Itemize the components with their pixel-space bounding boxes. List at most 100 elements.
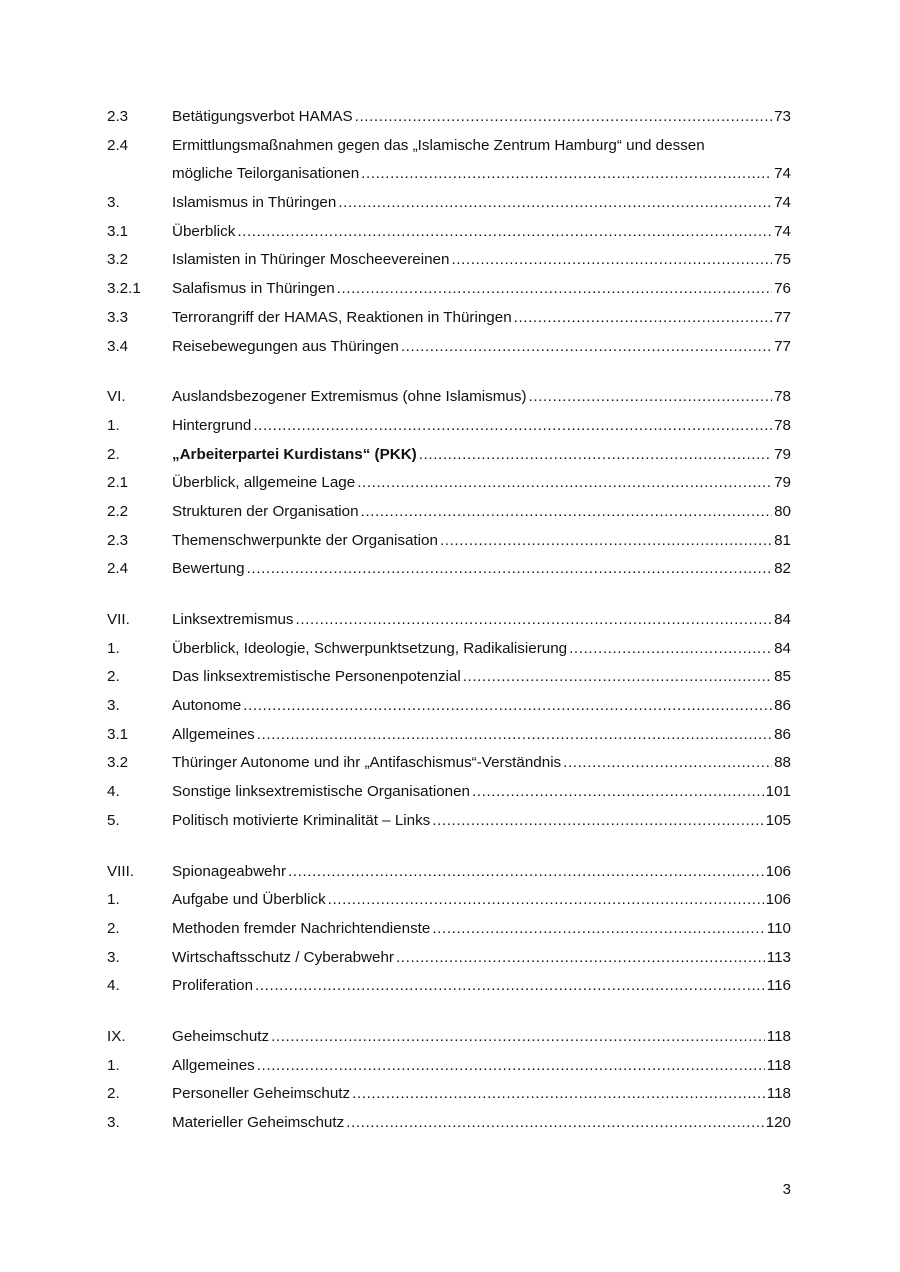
toc-entry[interactable]: 3.1 Allgemeines 86 xyxy=(107,721,791,750)
toc-entry[interactable]: 2. Das linksextremistische Personenpotenz… xyxy=(107,663,791,692)
entry-page: 75 xyxy=(774,251,791,269)
entry-page: 101 xyxy=(765,783,791,801)
entry-title: Methoden fremder Nachrichtendienste xyxy=(172,919,431,937)
dot-leader xyxy=(472,778,764,807)
entry-title: Allgemeines xyxy=(172,725,255,743)
dot-leader xyxy=(401,333,772,362)
toc-entry[interactable]: 5. Politisch motivierte Kriminalität – Li… xyxy=(107,807,791,836)
dot-leader xyxy=(257,721,772,750)
toc-entry[interactable]: 2.1 Überblick, allgemeine Lage 79 xyxy=(107,469,791,498)
entry-page: 120 xyxy=(765,1114,791,1131)
toc-entry[interactable]: 2.3 Themenschwerpunkte der Organisation 81 xyxy=(107,527,791,556)
toc-entry[interactable]: VI. Auslandsbezogener Extremismus (ohne I… xyxy=(107,383,791,412)
entry-number: 2. xyxy=(107,919,120,937)
toc-entry[interactable]: VII. Linksextremismus 84 xyxy=(107,606,791,635)
toc-entry[interactable]: 3. Islamismus in Thüringen 74 xyxy=(107,189,791,218)
toc-entry[interactable]: 4. Sonstige linksextremistische Organisat… xyxy=(107,778,791,807)
entry-page: 78 xyxy=(774,416,791,434)
page-number: 3 xyxy=(782,1181,791,1198)
table-of-contents: 2.3 Betätigungsverbot HAMAS 73 2.4 Ermittlun… xyxy=(107,103,791,1160)
entry-title: Strukturen der Organisation xyxy=(172,502,359,520)
toc-entry[interactable]: 3.3 Terrorangriff der HAMAS, Reaktionen i… xyxy=(107,304,791,333)
toc-entry-continuation[interactable]: mögliche Teilorganisationen 74 xyxy=(107,160,791,189)
toc-entry[interactable]: 1. Aufgabe und Überblick 106 xyxy=(107,886,791,915)
entry-title: Ermittlungsmaßnahmen gegen das „Islamisc… xyxy=(172,136,705,154)
toc-entry[interactable]: 2. Personeller Geheimschutz 118 xyxy=(107,1080,791,1109)
entry-number: 1. xyxy=(107,891,120,909)
toc-entry[interactable]: 3.2 Islamisten in Thüringer Moscheeverein… xyxy=(107,246,791,275)
toc-entry[interactable]: 3.2.1 Salafismus in Thüringen 76 xyxy=(107,275,791,304)
toc-entry[interactable]: 1. Überblick, Ideologie, Schwerpunktsetzu… xyxy=(107,635,791,664)
entry-page: 118 xyxy=(766,1056,791,1074)
entry-title: Überblick, allgemeine Lage xyxy=(172,474,356,492)
toc-entry[interactable]: 3. Materieller Geheimschutz 120 xyxy=(107,1109,791,1138)
toc-entry[interactable]: 3. Autonome 86 xyxy=(107,692,791,721)
entry-title: Linksextremismus xyxy=(172,611,294,628)
entry-page: 82 xyxy=(774,560,791,578)
entry-number: 4. xyxy=(107,783,120,801)
dot-leader xyxy=(432,807,763,836)
toc-entry[interactable]: 2.3 Betätigungsverbot HAMAS 73 xyxy=(107,103,791,132)
toc-entry[interactable]: 3.1 Überblick 74 xyxy=(107,218,791,247)
toc-entry[interactable]: IX. Geheimschutz 118 xyxy=(107,1023,791,1052)
entry-number: 2.4 xyxy=(107,560,129,578)
toc-section: VIII. Spionageabwehr 106 1. Aufgabe und Über… xyxy=(107,858,791,1001)
entry-number: 1. xyxy=(107,416,120,434)
dot-leader xyxy=(396,944,765,973)
entry-title: Aufgabe und Überblick xyxy=(172,891,326,909)
toc-entry[interactable]: 2.4 Bewertung 82 xyxy=(107,555,791,584)
dot-leader xyxy=(237,218,772,247)
entry-page: 105 xyxy=(765,811,791,829)
toc-entry[interactable]: VIII. Spionageabwehr 106 xyxy=(107,858,791,887)
toc-entry[interactable]: 2. „Arbeiterpartei Kurdistans“ (PKK) 79 xyxy=(107,441,791,470)
dot-leader xyxy=(271,1023,765,1052)
toc-entry[interactable]: 2. Methoden fremder Nachrichtendienste 110 xyxy=(107,915,791,944)
entry-title: Hintergrund xyxy=(172,416,252,434)
toc-entry[interactable]: 3. Wirtschaftsschutz / Cyberabwehr 113 xyxy=(107,944,791,973)
entry-title: Auslandsbezogener Extremismus (ohne Isla… xyxy=(172,388,527,406)
entry-number: 3.2.1 xyxy=(107,280,141,298)
entry-title: Islamismus in Thüringen xyxy=(172,194,337,212)
dot-leader xyxy=(529,383,773,412)
toc-entry[interactable]: 1. Hintergrund 78 xyxy=(107,412,791,441)
entry-page: 86 xyxy=(774,725,791,743)
entry-page: 80 xyxy=(774,502,791,520)
dot-leader xyxy=(243,692,772,721)
toc-entry[interactable]: 3.2 Thüringer Autonome und ihr „Antifasch… xyxy=(107,749,791,778)
toc-entry[interactable]: 3.4 Reisebewegungen aus Thüringen 77 xyxy=(107,333,791,362)
toc-entry[interactable]: 4. Proliferation 116 xyxy=(107,972,791,1001)
entry-page: 74 xyxy=(774,194,791,212)
entry-title: Islamisten in Thüringer Moscheevereinen xyxy=(172,251,450,269)
entry-number: 2. xyxy=(107,1085,120,1103)
entry-page: 88 xyxy=(774,754,791,772)
dot-leader xyxy=(440,527,772,556)
entry-number: VII. xyxy=(107,611,130,628)
dot-leader xyxy=(463,663,772,692)
entry-title: Überblick, Ideologie, Schwerpunktsetzung… xyxy=(172,639,568,657)
entry-title: Überblick xyxy=(172,222,236,240)
toc-section: IX. Geheimschutz 118 1. Allgemeines 118 2. Pers… xyxy=(107,1023,791,1138)
toc-entry[interactable]: 2.2 Strukturen der Organisation 80 xyxy=(107,498,791,527)
toc-section: VI. Auslandsbezogener Extremismus (ohne I… xyxy=(107,383,791,584)
entry-page: 116 xyxy=(766,977,791,995)
dot-leader xyxy=(355,103,772,132)
toc-entry[interactable]: 1. Allgemeines 118 xyxy=(107,1052,791,1081)
toc-entry[interactable]: 2.4 Ermittlungsmaßnahmen gegen das „Islam… xyxy=(107,132,791,161)
entry-number: 3. xyxy=(107,948,120,966)
entry-page: 79 xyxy=(774,474,791,492)
entry-title: Terrorangriff der HAMAS, Reaktionen in T… xyxy=(172,308,512,326)
entry-number: 3.3 xyxy=(107,308,129,326)
entry-number: 2. xyxy=(107,668,120,686)
entry-title: Spionageabwehr xyxy=(172,862,286,880)
entry-title: Materieller Geheimschutz xyxy=(172,1114,345,1131)
entry-number: 2. xyxy=(107,445,120,463)
dot-leader xyxy=(352,1080,765,1109)
entry-title: Betätigungsverbot HAMAS xyxy=(172,108,353,125)
entry-title: Allgemeines xyxy=(172,1056,255,1074)
entry-title: Themenschwerpunkte der Organisation xyxy=(172,531,438,549)
entry-number: 2.4 xyxy=(107,136,129,154)
dot-leader xyxy=(255,972,765,1001)
entry-title: Geheimschutz xyxy=(172,1027,270,1045)
entry-number: 3.1 xyxy=(107,222,129,240)
entry-number: 5. xyxy=(107,811,120,829)
